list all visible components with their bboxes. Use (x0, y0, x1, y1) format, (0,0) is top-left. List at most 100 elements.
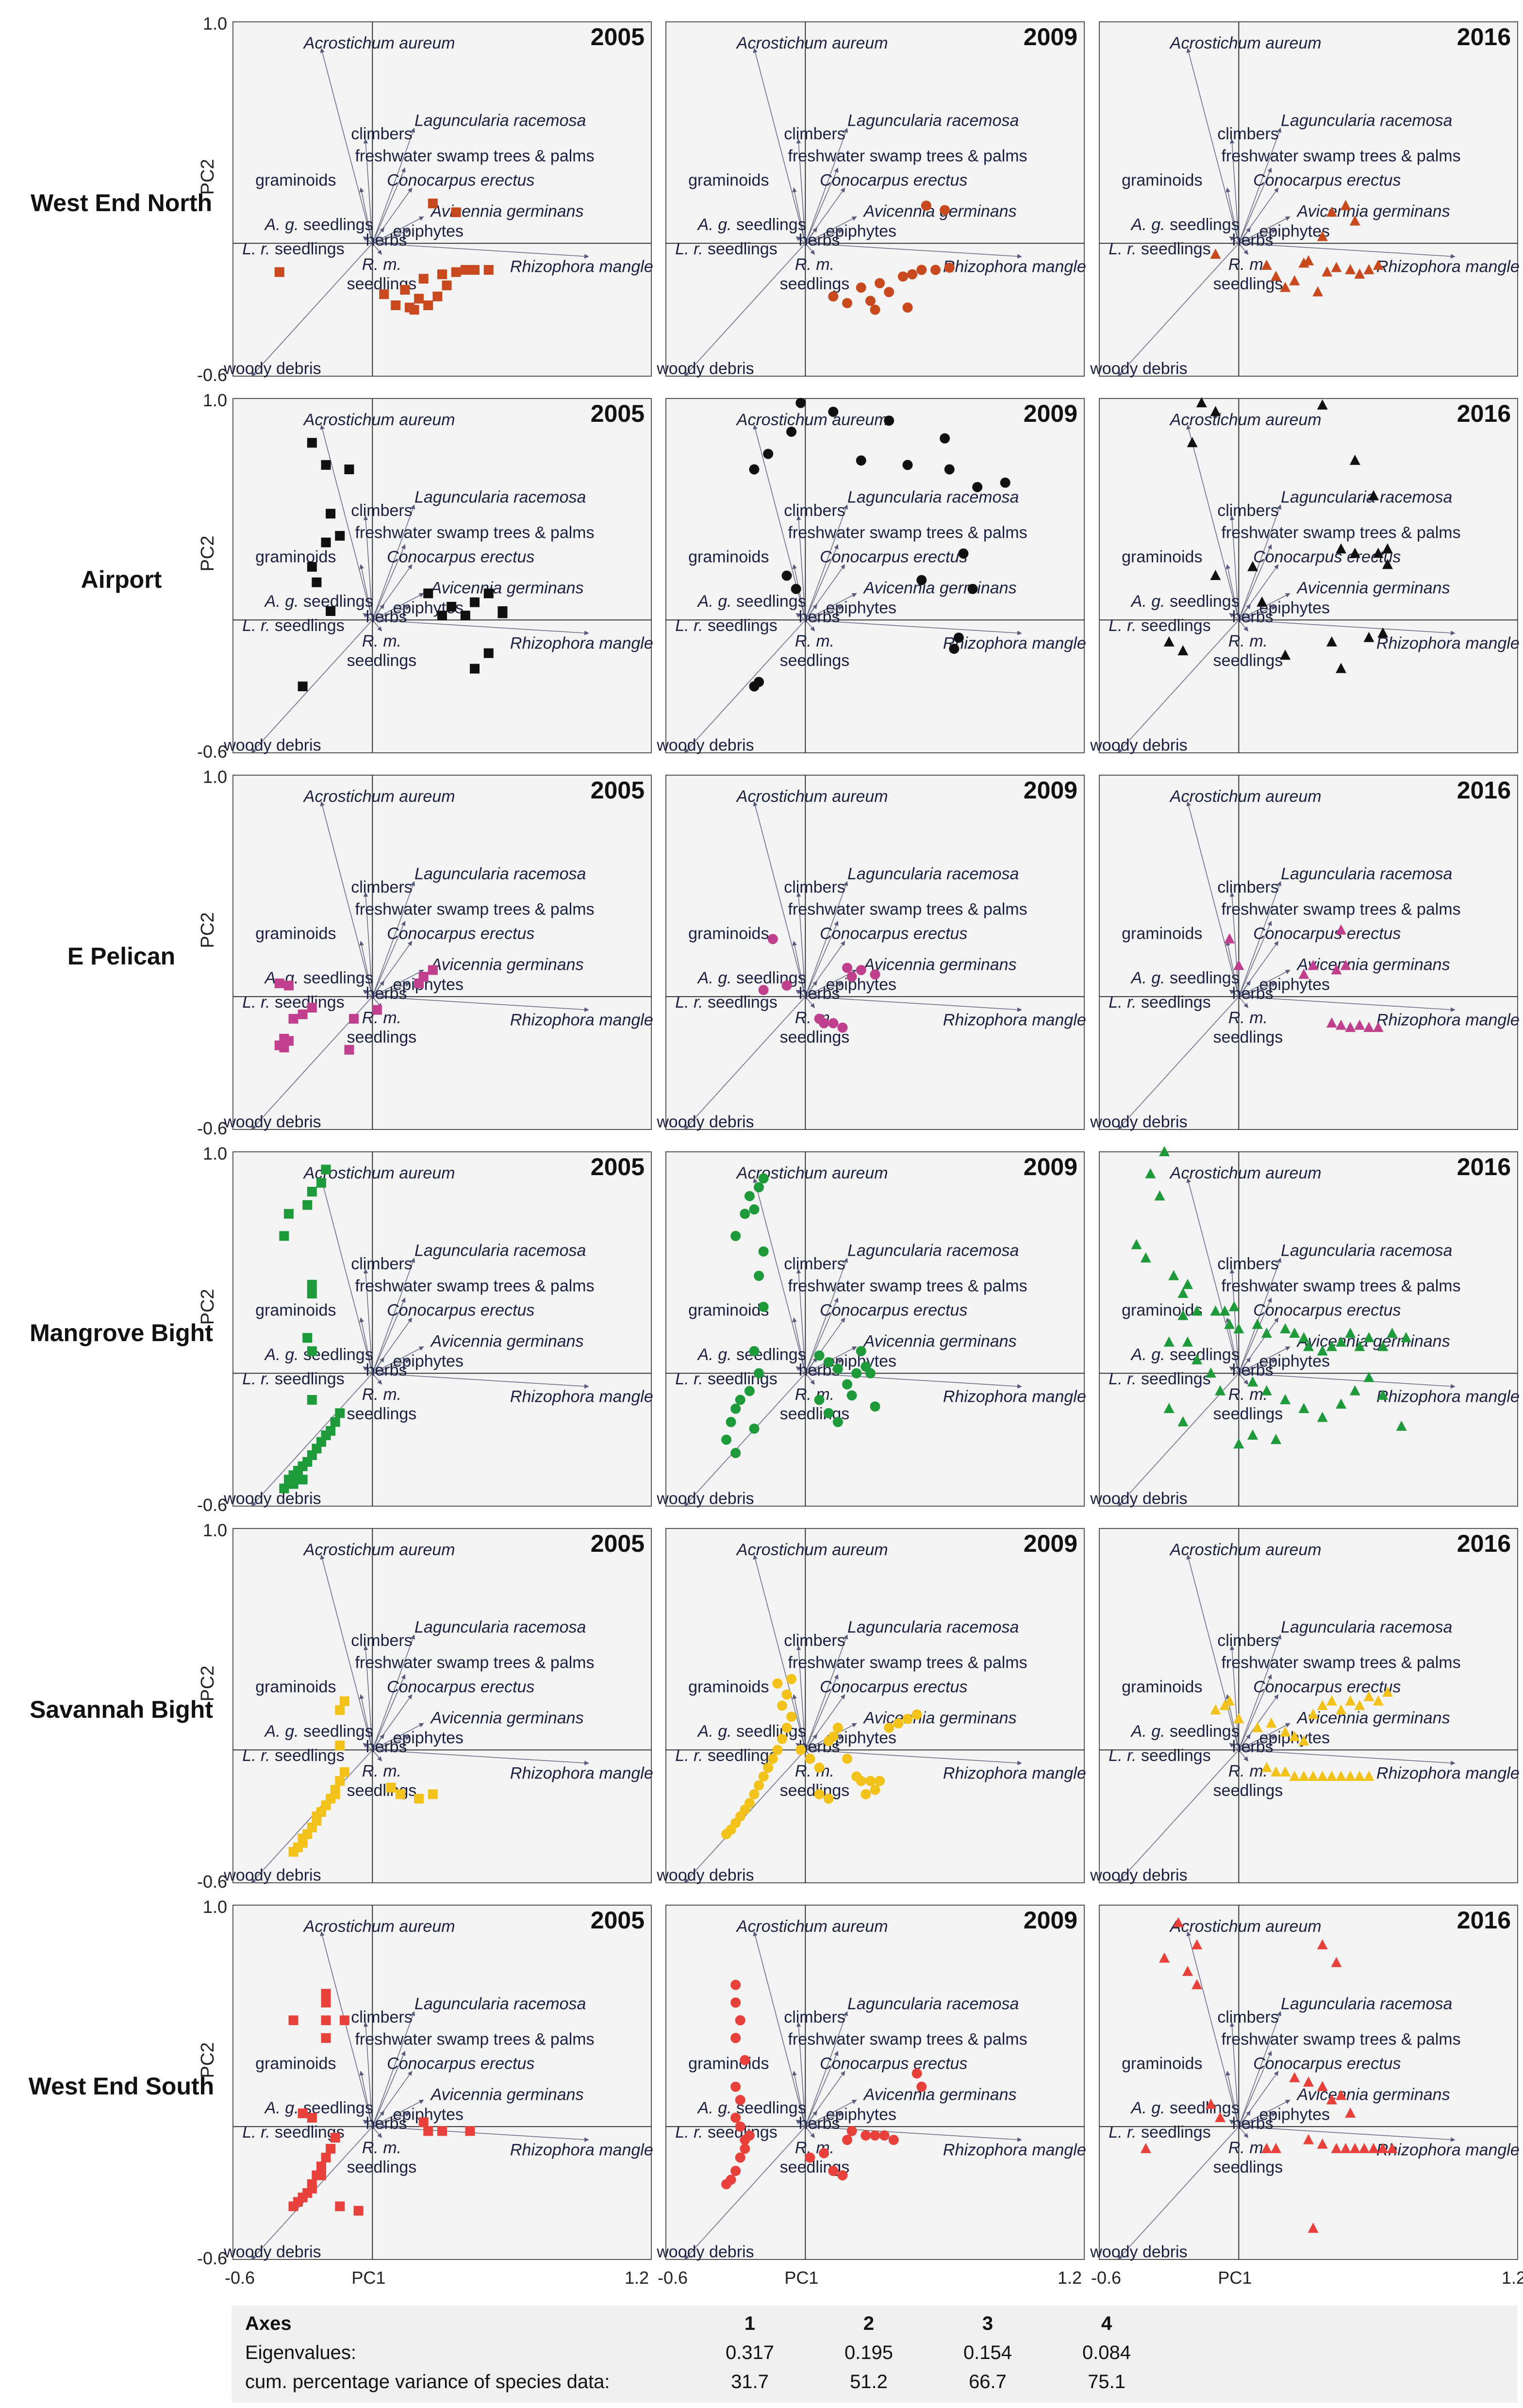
data-point (1280, 1766, 1291, 1777)
vector-a-g-seedlings (372, 604, 384, 620)
vector-a-g-seedlings (805, 604, 817, 620)
data-point (1159, 1952, 1170, 1963)
vector-avicennia-germinans (1238, 593, 1291, 620)
data-point (805, 1754, 815, 1764)
data-point (832, 1723, 843, 1733)
vector-freshwater-swamp-trees-palms (805, 921, 839, 997)
data-point (930, 265, 941, 275)
vector-label-lr: Laguncularia racemosa (414, 1241, 586, 1260)
vector-label-rms: R. m. seedlings (780, 2139, 850, 2176)
data-point (846, 1390, 857, 1401)
vector-label-ep: epiphytes (393, 1352, 464, 1371)
vector-label-ep: epiphytes (1259, 599, 1330, 617)
data-point (1192, 1354, 1203, 1364)
vector-a-g-seedlings (805, 227, 817, 244)
vector-l-r-seedlings (363, 1743, 373, 1750)
vector-label-wd: woody debris (1090, 1489, 1187, 1508)
vector-laguncularia-racemosa (372, 881, 415, 997)
data-point (856, 282, 866, 293)
data-point (1401, 1332, 1412, 1343)
vector-epiphytes (805, 2112, 843, 2127)
data-point (1354, 1771, 1365, 1781)
data-point (972, 482, 983, 492)
data-point (307, 1187, 317, 1197)
vector-label-ag: Avicennia germinans (430, 956, 584, 974)
vector-r-m-seedlings (805, 619, 815, 631)
panel-airport-2005: 2005 PC2 1.0 -0.6 Acrostichum aureum Laguncul… (197, 390, 653, 762)
data-point (279, 1483, 289, 1494)
year-label: 2009 (1024, 777, 1077, 804)
data-point (1182, 1336, 1193, 1347)
site-row-west-end-south: West End South 2005 PC2 1.0 -0.6 Acrostichum … (29, 1897, 1523, 2288)
panel-e-pelican-2016: 2016 Acrostichum aureum Laguncularia racem… (1090, 775, 1520, 1131)
vector-label-gr: graminoids (1122, 171, 1202, 190)
vector-label-gr: graminoids (1122, 2055, 1202, 2073)
vector-label-lrs: L. r. seedlings (1109, 1370, 1210, 1388)
data-point (754, 1780, 764, 1791)
vector-climbers (1229, 1268, 1240, 1374)
vector-label-lrs: L. r. seedlings (675, 993, 777, 1012)
data-point (884, 1723, 894, 1733)
site-row-west-end-north: West End North 2005 PC2 1.0 -0.6 Acrostichum … (31, 14, 1520, 385)
vector-label-he: herbs (1232, 231, 1274, 249)
data-point (339, 2015, 349, 2026)
data-point (1317, 2138, 1328, 2149)
data-point (1317, 1345, 1328, 1356)
data-point (730, 1979, 741, 1990)
vector-rhizophora-mangle (372, 619, 589, 635)
vector-a-g-seedlings (805, 1357, 817, 1374)
data-point (772, 1678, 783, 1689)
vector-label-cl: climbers (1217, 125, 1279, 143)
vector-epiphytes (1239, 1359, 1276, 1374)
data-point (1377, 627, 1389, 638)
data-point (856, 1776, 866, 1786)
vector-label-gr: graminoids (255, 548, 336, 566)
data-point (767, 934, 778, 945)
table-row: cum. percentage variance of species data… (245, 2370, 1507, 2394)
data-point (1289, 1771, 1300, 1781)
data-point (1349, 215, 1360, 226)
y-axis-label: PC2 (198, 159, 218, 195)
vector-label-he: herbs (799, 2114, 840, 2133)
vector-label-ce: Conocarpus erectus (387, 2055, 534, 2073)
y-axis-label: PC2 (198, 535, 218, 571)
vector-a-g-seedlings (372, 227, 384, 244)
data-point (288, 1470, 298, 1480)
panel-west-end-north-2009: 2009 Acrostichum aureum Laguncularia racem… (656, 21, 1086, 378)
data-point (1336, 663, 1347, 673)
data-point (1192, 1939, 1203, 1950)
vector-label-ce: Conocarpus erectus (820, 1301, 967, 1320)
y-tick-label: 1.0 (203, 390, 227, 410)
data-point (1224, 1318, 1235, 1329)
data-point (1354, 1700, 1365, 1710)
data-point (372, 1005, 382, 1015)
data-point (1322, 266, 1333, 277)
vector-woody-debris (684, 243, 806, 377)
vector-label-fs: freshwater swamp trees & palms (355, 900, 594, 918)
vector-label-ep: epiphytes (1259, 976, 1330, 994)
data-point (335, 1408, 345, 1418)
vector-freshwater-swamp-trees-palms (1238, 921, 1272, 997)
vector-label-aa: Acrostichum aureum (736, 411, 888, 429)
vector-label-gr: graminoids (1122, 1678, 1202, 1696)
vector-label-lr: Laguncularia racemosa (414, 1994, 586, 2013)
data-point (447, 601, 457, 612)
data-point (856, 455, 866, 466)
vector-climbers (363, 138, 373, 244)
data-point (823, 1357, 834, 1367)
vector-label-fs: freshwater swamp trees & palms (1221, 900, 1460, 918)
vector-label-he: herbs (366, 1361, 407, 1379)
vector-acrostichum-aureum (320, 801, 373, 997)
data-point (902, 460, 913, 470)
table-row: Eigenvalues: 0.317 0.195 0.154 0.084 (245, 2341, 1507, 2365)
vector-label-cl: climbers (784, 878, 845, 897)
data-point (465, 2126, 475, 2136)
data-point (921, 200, 931, 211)
year-label: 2009 (1024, 1907, 1077, 1934)
data-point (1270, 1766, 1281, 1777)
data-point (437, 2126, 447, 2136)
site-row-savannah-bight: Savannah Bight 2005 PC2 1.0 -0.6 Acrostichum … (30, 1520, 1520, 1892)
vector-label-aa: Acrostichum aureum (1169, 1917, 1322, 1936)
data-point (326, 509, 336, 519)
